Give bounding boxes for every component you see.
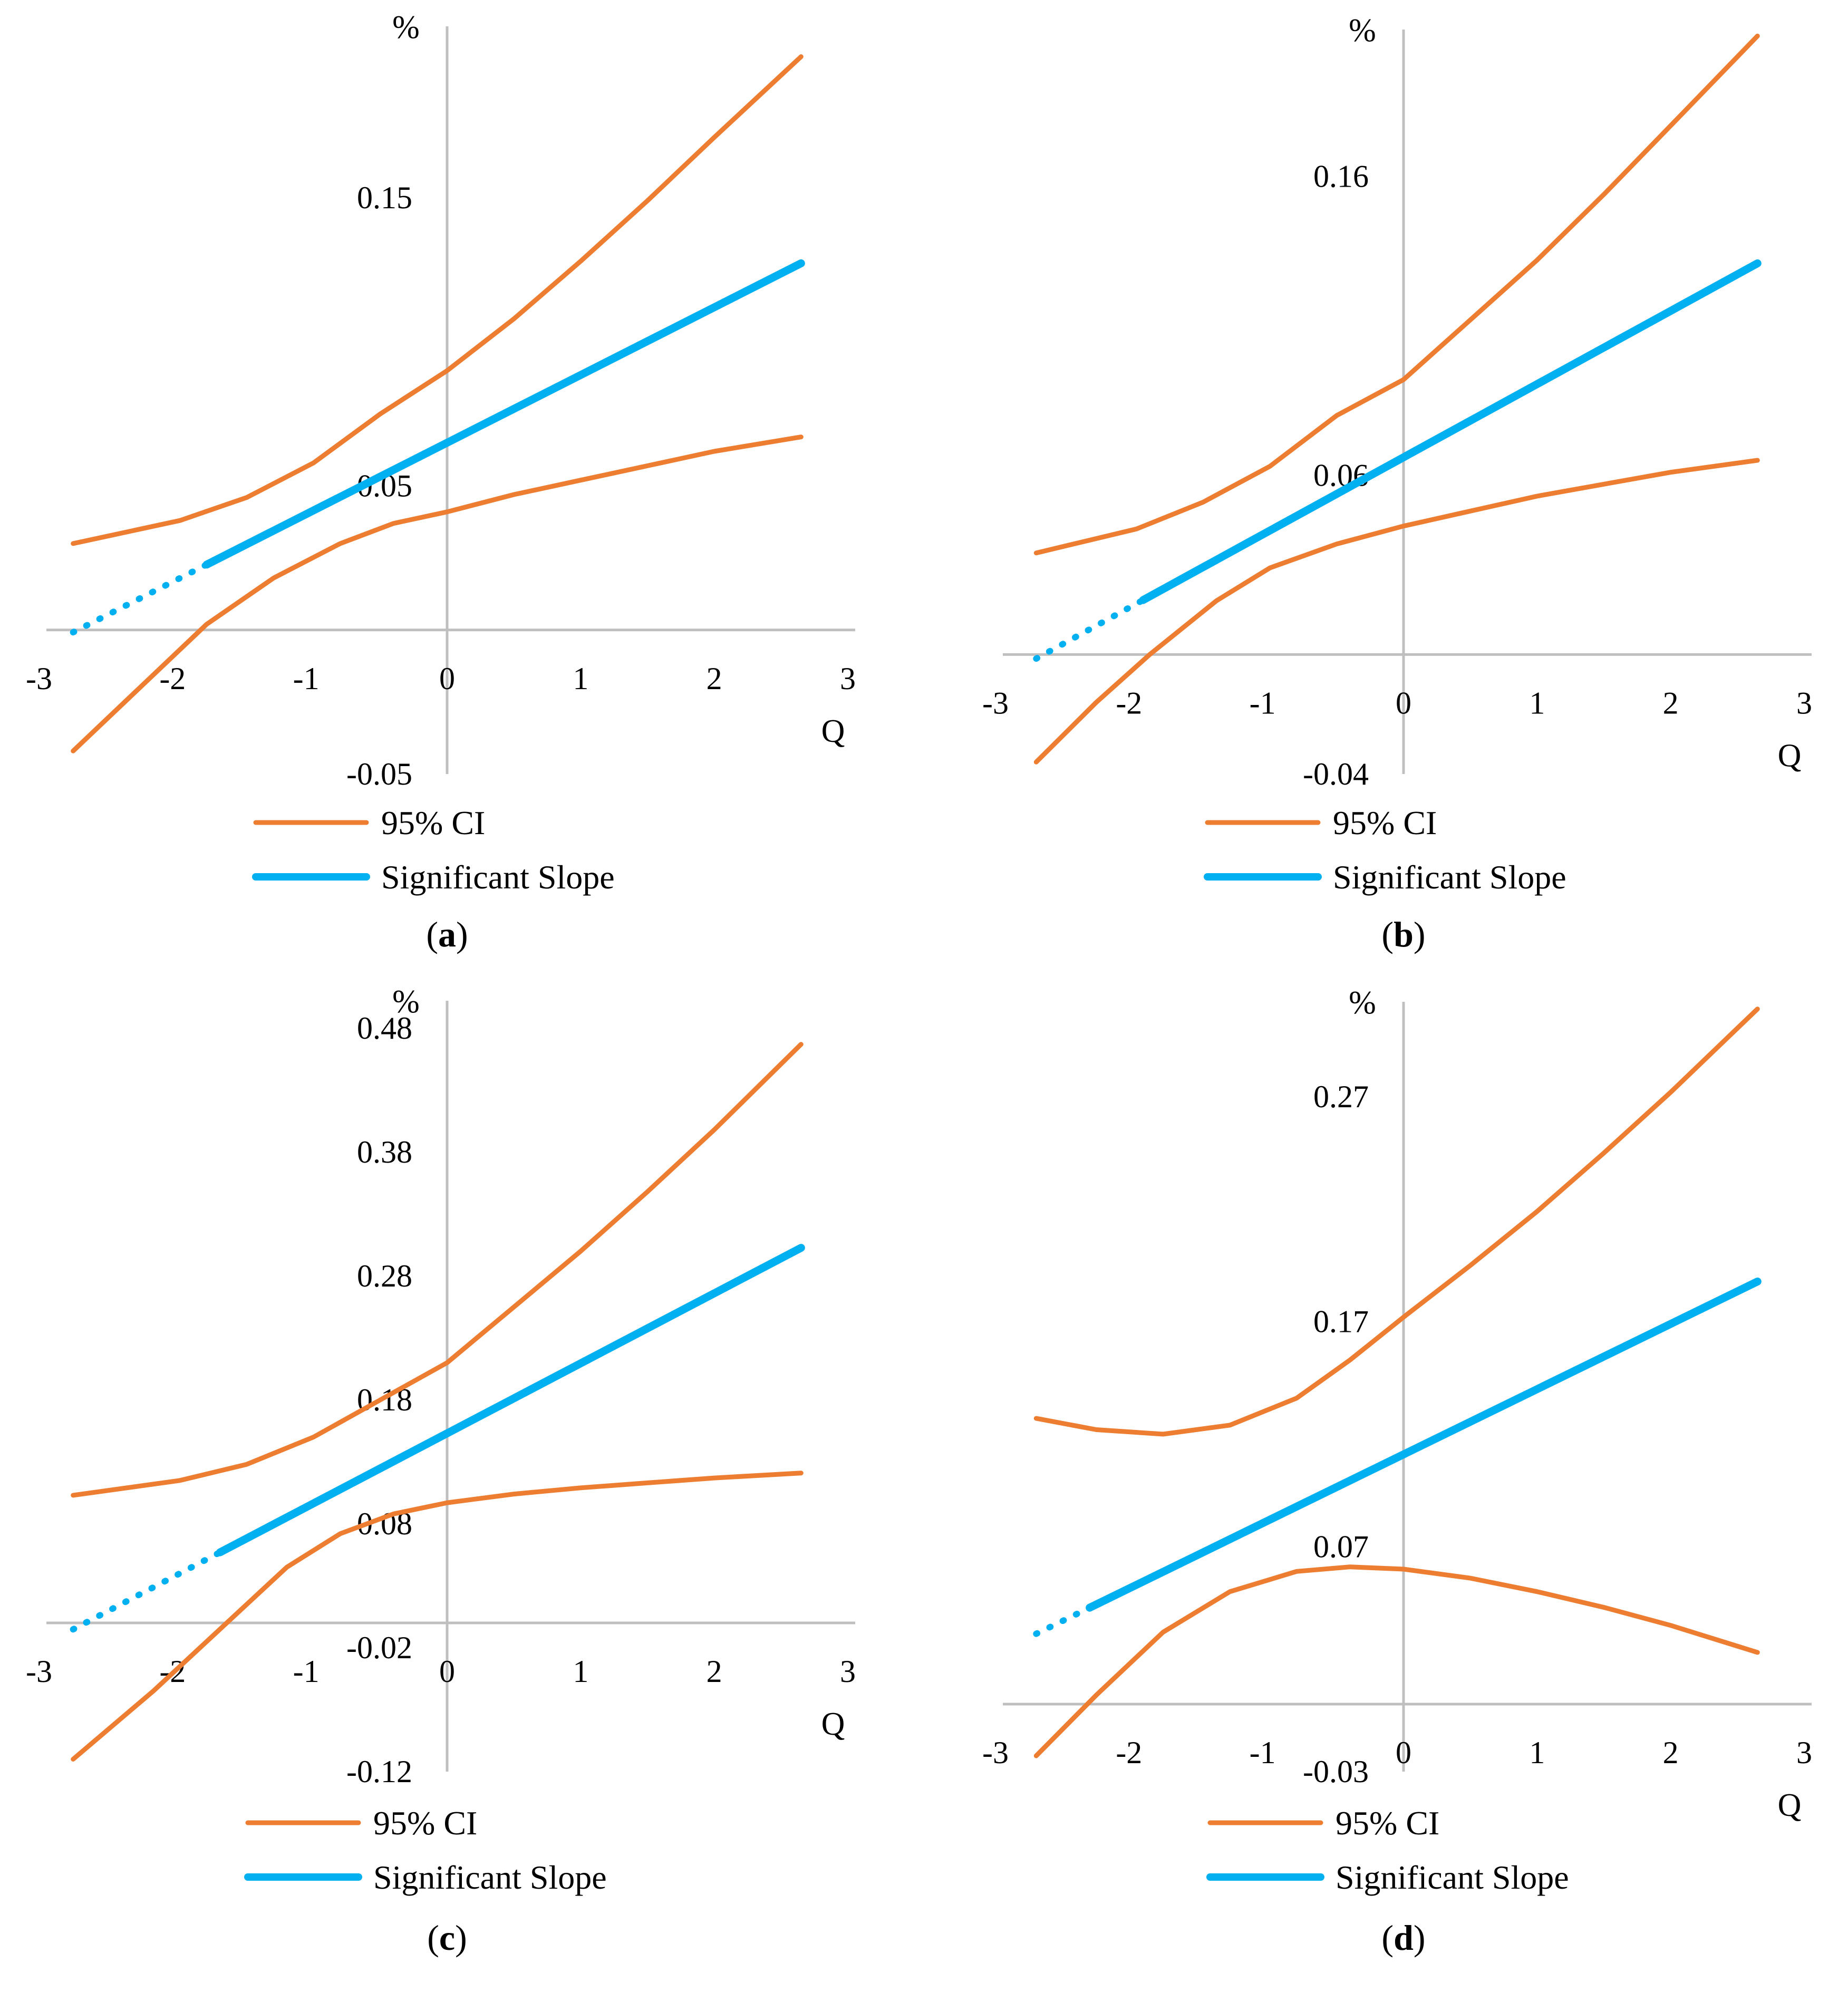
y-tick-label: 0.06 xyxy=(1313,458,1369,492)
x-tick-label: 2 xyxy=(707,1654,722,1689)
slope-line-nonsignificant xyxy=(70,561,210,636)
x-tick-label: 3 xyxy=(1796,1735,1812,1770)
ci-lower-line xyxy=(71,1471,804,1762)
ci-upper-line xyxy=(71,1042,804,1498)
y-tick-label: 0.48 xyxy=(357,1011,412,1046)
legend-label-slope: Significant Slope xyxy=(1336,1859,1569,1896)
x-tick-label: -2 xyxy=(1116,1735,1142,1770)
panel-b: -3 -2 -1 0 1 2 3 0.16 0.06 -0.04% Q 95% CI Significa… xyxy=(982,13,1812,954)
y-tick-label: -0.02 xyxy=(346,1630,412,1665)
x-tick-label: 1 xyxy=(1529,1735,1545,1770)
x-tick-label: -1 xyxy=(1250,685,1276,720)
x-tick-label: -3 xyxy=(26,1654,52,1689)
panel-caption: (a) xyxy=(426,914,468,954)
x-tick-label: -3 xyxy=(982,685,1009,720)
x-tick-label: 2 xyxy=(707,661,722,696)
y-tick-label: 0.38 xyxy=(357,1135,412,1169)
slope-line-nonsignificant xyxy=(1033,1604,1093,1637)
y-axis-label: % xyxy=(1349,13,1376,49)
slope-line-significant xyxy=(216,1244,805,1556)
x-tick-label: -3 xyxy=(26,661,52,696)
x-tick-label: 3 xyxy=(1796,685,1812,720)
legend-label-slope: Significant Slope xyxy=(373,1859,607,1896)
y-tick-label: -0.12 xyxy=(346,1754,412,1789)
slope-line-nonsignificant xyxy=(70,1549,224,1633)
x-tick-label: 2 xyxy=(1663,685,1679,720)
slope-line-significant xyxy=(1139,259,1762,604)
x-tick-label: 0 xyxy=(439,1654,455,1689)
x-tick-label: 2 xyxy=(1663,1735,1679,1770)
y-tick-label: -0.04 xyxy=(1303,757,1369,791)
panel-d: -3 -2 -1 0 1 2 3 0.27 0.17 0.07 -0.03% Q 95% CI Signi… xyxy=(982,985,1812,1958)
legend-label-ci: 95% CI xyxy=(1336,1804,1439,1842)
panel-caption: (b) xyxy=(1381,914,1425,954)
x-axis-label: Q xyxy=(1778,1787,1802,1823)
x-tick-label: -1 xyxy=(293,661,320,696)
x-tick-label: -3 xyxy=(982,1735,1009,1770)
legend: 95% CI Significant Slope xyxy=(1206,1804,1569,1896)
panel-a: -3 -2 -1 0 1 2 30.150.05-0.05%Q95% CISignifica… xyxy=(26,9,856,954)
x-tick-label: 0 xyxy=(439,661,455,696)
legend-label-ci: 95% CI xyxy=(373,1804,477,1842)
x-tick-label: -2 xyxy=(1116,685,1142,720)
x-tick-label: 0 xyxy=(1396,685,1411,720)
y-tick-label: 0.28 xyxy=(357,1259,412,1293)
legend-label-slope: Significant Slope xyxy=(1333,858,1566,896)
panel-caption: (d) xyxy=(1381,1918,1425,1958)
x-tick-label: -1 xyxy=(293,1654,320,1689)
panel-c: -3 -2 -1 0 1 2 30.480.380.280.180.08-0.02-0.12… xyxy=(26,984,856,1958)
y-tick-label: -0.03 xyxy=(1303,1754,1369,1789)
x-axis-label: Q xyxy=(821,713,845,749)
x-tick-label: 3 xyxy=(840,1654,856,1689)
x-tick-label: 1 xyxy=(573,661,588,696)
x-axis-label: Q xyxy=(821,1706,845,1742)
y-tick-label: 0.16 xyxy=(1313,159,1369,194)
ci-lower-line xyxy=(1033,1564,1760,1758)
ci-lower-line xyxy=(71,434,804,753)
x-tick-label: 1 xyxy=(1529,685,1545,720)
legend: 95% CI Significant Slope xyxy=(244,1804,607,1896)
legend-label-ci: 95% CI xyxy=(381,804,485,842)
x-tick-label: 3 xyxy=(840,661,856,696)
slope-line-significant xyxy=(1086,1278,1762,1612)
legend-label-slope: Significant Slope xyxy=(381,858,615,896)
ci-upper-line xyxy=(1033,1007,1760,1437)
x-axis-label: Q xyxy=(1778,738,1802,773)
ci-upper-line xyxy=(71,54,804,546)
y-tick-label: 0.07 xyxy=(1313,1529,1369,1564)
slope-line-nonsignificant xyxy=(1033,597,1146,662)
x-tick-label: 1 xyxy=(573,1654,588,1689)
ci-lower-line xyxy=(1033,458,1760,765)
x-tick-label: 0 xyxy=(1396,1735,1411,1770)
x-tick-label: -1 xyxy=(1250,1735,1276,1770)
y-tick-label: 0.27 xyxy=(1313,1079,1369,1114)
ci-upper-line xyxy=(1033,33,1760,556)
y-tick-label: 0.17 xyxy=(1313,1304,1369,1339)
y-axis-label: % xyxy=(392,9,420,45)
y-tick-label: -0.05 xyxy=(346,757,412,791)
legend: 95% CI Significant Slope xyxy=(1204,804,1566,896)
legend-label-ci: 95% CI xyxy=(1333,804,1437,842)
y-tick-label: 0.15 xyxy=(357,180,412,215)
y-axis-label: % xyxy=(1349,985,1376,1021)
slope-line-significant xyxy=(202,259,805,569)
y-axis-label: % xyxy=(392,984,420,1020)
panel-caption: (c) xyxy=(427,1918,467,1958)
legend: 95% CI Significant Slope xyxy=(252,804,615,896)
